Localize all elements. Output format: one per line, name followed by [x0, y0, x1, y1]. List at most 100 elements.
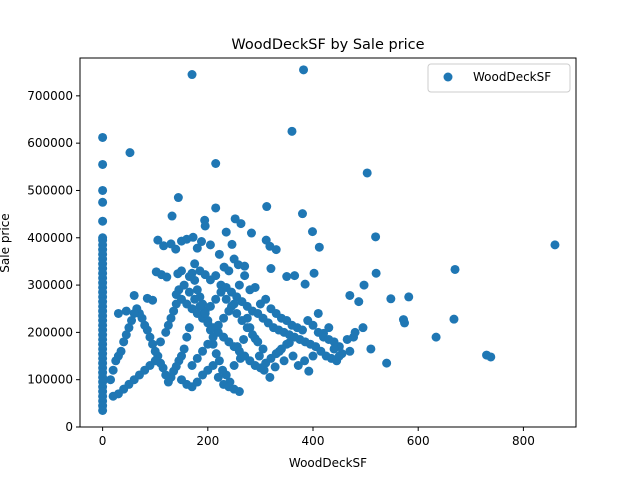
data-point — [121, 330, 131, 340]
data-point — [237, 316, 247, 326]
x-tick-label: 0 — [99, 434, 107, 448]
data-point — [125, 148, 135, 158]
legend-label: WoodDeckSF — [473, 70, 551, 84]
data-point — [208, 332, 218, 342]
y-axis-label: Sale price — [0, 213, 12, 272]
data-point — [240, 271, 250, 281]
data-point — [161, 327, 171, 337]
data-point — [190, 294, 200, 304]
x-axis-ticks: 0 200 400 600 800 — [99, 427, 535, 448]
data-point — [195, 301, 205, 311]
data-point — [111, 356, 121, 366]
data-point — [486, 352, 496, 362]
data-point — [211, 294, 221, 304]
data-point — [293, 361, 303, 370]
data-point — [371, 268, 381, 278]
data-point — [308, 320, 318, 330]
data-point — [192, 243, 202, 253]
data-point — [299, 65, 309, 75]
data-point — [240, 261, 250, 271]
data-point — [219, 313, 229, 323]
data-point — [254, 351, 264, 361]
data-point — [163, 377, 173, 387]
data-point — [550, 240, 560, 250]
x-axis-label: WoodDeckSF — [289, 456, 367, 470]
data-point — [192, 377, 202, 387]
data-point — [227, 239, 237, 249]
data-point — [205, 240, 215, 250]
data-point — [163, 320, 173, 330]
data-point — [211, 203, 221, 213]
data-point — [262, 202, 272, 212]
data-point — [288, 351, 298, 361]
data-point — [246, 228, 256, 238]
data-point — [253, 337, 263, 347]
data-point — [358, 323, 368, 333]
x-tick-label: 600 — [407, 434, 430, 448]
data-point — [173, 193, 183, 203]
data-point — [270, 362, 280, 372]
data-point — [127, 316, 137, 326]
data-point — [98, 185, 108, 195]
data-point — [216, 287, 226, 297]
data-point — [179, 344, 189, 354]
data-point — [248, 330, 258, 340]
data-point — [203, 339, 213, 349]
data-point — [449, 314, 459, 324]
data-point — [129, 290, 139, 300]
data-point — [124, 323, 134, 333]
data-point — [98, 197, 108, 207]
data-point — [205, 301, 215, 311]
data-point — [282, 339, 292, 349]
data-point — [119, 337, 129, 347]
data-point — [214, 249, 224, 259]
data-point — [192, 285, 202, 295]
data-point — [140, 320, 150, 330]
data-point — [211, 349, 221, 359]
data-point — [108, 365, 118, 375]
data-point — [324, 334, 334, 344]
data-point — [304, 366, 314, 376]
data-point — [218, 365, 228, 375]
data-point — [287, 126, 297, 136]
data-point — [145, 332, 155, 342]
y-tick-label: 100000 — [27, 373, 73, 387]
data-point — [177, 266, 187, 276]
data-point — [354, 297, 364, 307]
data-point — [108, 391, 118, 401]
data-point — [98, 159, 108, 169]
data-point — [297, 325, 307, 335]
data-point — [98, 216, 108, 226]
data-point — [162, 272, 172, 282]
data-point — [342, 334, 352, 344]
y-tick-label: 500000 — [27, 183, 73, 197]
data-point — [239, 334, 249, 344]
data-point — [359, 280, 369, 290]
y-tick-label: 400000 — [27, 231, 73, 245]
data-point — [184, 272, 194, 282]
y-tick-label: 0 — [65, 420, 73, 434]
data-point — [197, 237, 206, 247]
data-point — [236, 219, 246, 229]
legend-box — [427, 63, 571, 93]
data-point — [229, 361, 239, 370]
data-point — [150, 346, 160, 356]
data-point — [366, 344, 376, 354]
data-point — [192, 353, 202, 363]
data-point — [200, 308, 210, 318]
data-point — [221, 227, 231, 237]
data-point — [234, 387, 244, 397]
y-axis-ticks: 0 100000 200000 300000 400000 500000 600000 700… — [27, 89, 80, 434]
data-point — [308, 351, 318, 361]
data-point — [161, 370, 171, 380]
data-point — [98, 132, 108, 142]
y-tick-label: 300000 — [27, 278, 73, 292]
data-point — [169, 306, 179, 316]
data-point — [229, 299, 239, 309]
data-point — [431, 332, 441, 342]
data-point — [282, 272, 292, 282]
data-point — [404, 292, 414, 302]
chart-title: WoodDeckSF by Sale price — [231, 37, 424, 53]
data-point — [208, 361, 218, 370]
